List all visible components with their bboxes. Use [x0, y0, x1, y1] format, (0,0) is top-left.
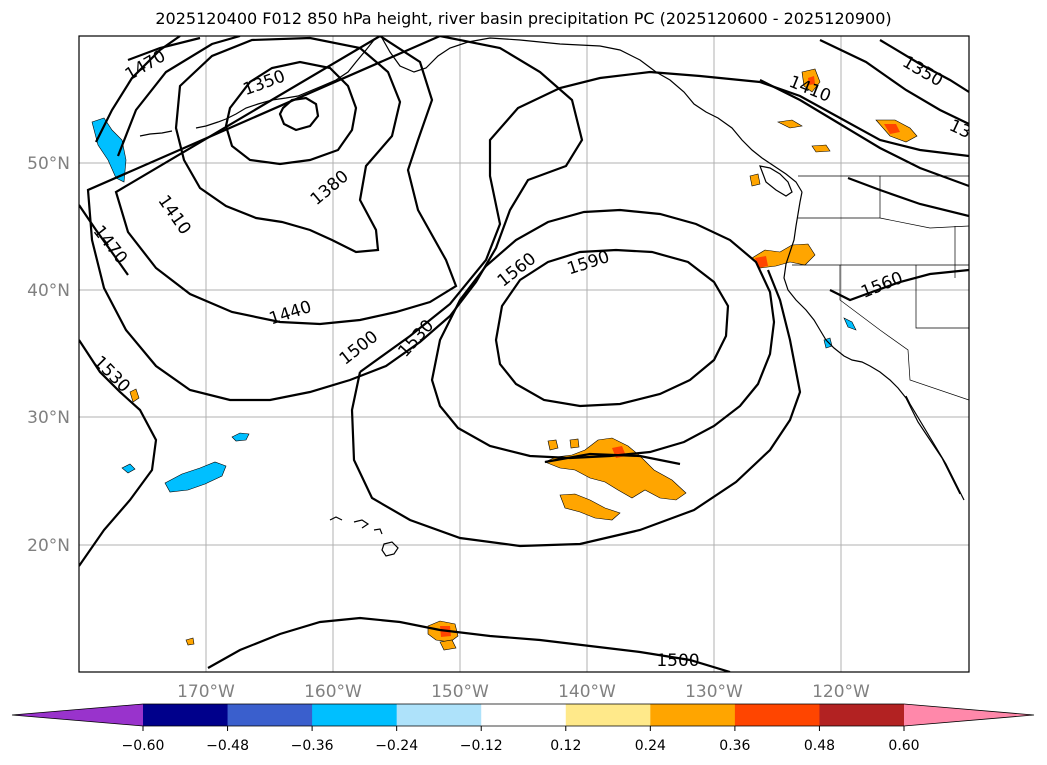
- colorbar-segment: [143, 704, 229, 726]
- precip-positive-small: [547, 439, 559, 451]
- colorbar-extend-max: [904, 704, 1034, 726]
- precip-strong-small: [884, 124, 900, 134]
- precip-negative-small: [843, 317, 857, 331]
- colorbar-tick-label: −0.24: [375, 738, 418, 754]
- precip-positive-small: [129, 388, 140, 403]
- colorbar-segment: [227, 704, 313, 726]
- contour-1530: [430, 208, 776, 460]
- colorbar-segment: [565, 704, 651, 726]
- contour-1380-ne: [819, 39, 969, 125]
- contour-label: 1500: [656, 651, 699, 671]
- colorbar-tick-label: 0.24: [635, 738, 666, 754]
- precip-positive-small: [811, 144, 831, 153]
- contour-1470-north: [127, 36, 201, 62]
- contour-1530-west: [79, 339, 158, 567]
- contour-1560-coast: [829, 268, 969, 302]
- aleutian-islands: [139, 39, 375, 137]
- contour-1410: [174, 36, 402, 254]
- height-contours: [79, 36, 969, 672]
- colorbar-tick-label: −0.60: [122, 738, 165, 754]
- precip-positive-california: [751, 243, 816, 269]
- baja-california: [905, 395, 965, 501]
- longitude-labels: 170°W 160°W 150°W 140°W 130°W 120°W: [177, 682, 870, 702]
- colorbar-segment: [312, 704, 398, 726]
- contour-label: 13: [946, 116, 974, 143]
- lon-label: 160°W: [304, 682, 362, 702]
- contour-1470-west: [79, 204, 129, 276]
- hawaii-islands: [329, 516, 399, 557]
- precip-positive-small: [569, 438, 580, 449]
- precip-positive-small: [749, 173, 761, 187]
- map-title: 2025120400 F012 850 hPa height, river ba…: [155, 9, 892, 28]
- contour-1380: [224, 60, 358, 166]
- contour-1350-low: [278, 96, 320, 132]
- contour-1410-ne: [759, 79, 969, 188]
- lat-label: 30°N: [27, 408, 70, 428]
- precip-positive-subtropical: [544, 437, 687, 501]
- precip-negative-central: [164, 461, 227, 493]
- colorbar-segment: [819, 704, 905, 726]
- lon-label: 140°W: [558, 682, 616, 702]
- colorbar-tick-label: 0.60: [888, 738, 919, 754]
- lon-label: 170°W: [177, 682, 235, 702]
- contour-1440: [114, 36, 458, 326]
- precip-positive-small: [439, 639, 457, 651]
- colorbar-segment: [481, 704, 567, 726]
- lon-label: 130°W: [685, 682, 743, 702]
- lon-label: 150°W: [431, 682, 489, 702]
- colorbar-tick-label: 0.12: [550, 738, 581, 754]
- colorbar-extend-min: [12, 704, 143, 726]
- contour-1470-main: [86, 36, 584, 402]
- lon-label: 120°W: [812, 682, 870, 702]
- colorbar-tick-label: −0.48: [206, 738, 249, 754]
- colorbar-segment: [734, 704, 820, 726]
- contour-1500: [350, 70, 969, 548]
- precip-strong-small: [808, 76, 815, 85]
- precip-negative-small: [231, 432, 250, 442]
- contour-1560: [494, 248, 730, 408]
- colorbar-tick-label: 0.48: [804, 738, 835, 754]
- contour-1500-south: [207, 616, 731, 672]
- precip-negative-small: [121, 463, 136, 474]
- contour-1440-ne: [847, 176, 969, 218]
- map-background: [79, 36, 969, 672]
- contour-1590-partial: [544, 452, 681, 466]
- precip-positive-subtropical-b: [559, 493, 621, 521]
- west-coast-us: [783, 191, 961, 495]
- colorbar-tick-label: 0.36: [719, 738, 750, 754]
- colorbar-segment: [650, 704, 736, 726]
- state-borders: [792, 176, 969, 401]
- colorbar-segment: [396, 704, 482, 726]
- colorbar-tick-label: −0.36: [291, 738, 334, 754]
- coastlines: [139, 37, 969, 557]
- lat-label: 50°N: [27, 154, 70, 174]
- precip-positive-small: [185, 637, 195, 646]
- contour-1350-ne: [879, 39, 969, 93]
- colorbar-ticks: −0.60 −0.48 −0.36 −0.24 −0.12 0.12 0.24 0.36 0.4…: [122, 726, 920, 754]
- precip-positive-small: [777, 119, 803, 129]
- map-frame: [78, 35, 970, 673]
- colorbar: [11, 703, 1035, 727]
- vancouver-island: [759, 165, 793, 197]
- latitude-labels: 50°N 40°N 30°N 20°N: [27, 154, 70, 556]
- alaska-panhandle: [381, 37, 803, 193]
- lat-label: 20°N: [27, 536, 70, 556]
- lat-label: 40°N: [27, 281, 70, 301]
- colorbar-tick-label: −0.12: [460, 738, 503, 754]
